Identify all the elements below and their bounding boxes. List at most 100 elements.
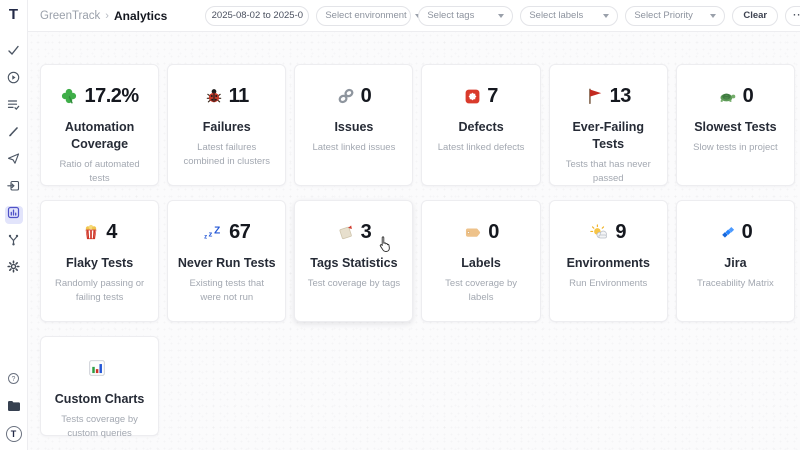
user-avatar[interactable]: T <box>5 426 22 442</box>
card-value: 9 <box>615 220 627 243</box>
card-title: Labels <box>461 256 501 270</box>
card-subtitle: Tests coverage by custom queries <box>61 413 138 439</box>
priority-select[interactable]: Select Priority <box>625 5 726 26</box>
card-title: Flaky Tests <box>65 256 134 270</box>
sidebar-item-help[interactable]: ? <box>5 372 23 390</box>
pencil-icon <box>7 125 20 143</box>
sidebar-item-import[interactable] <box>5 179 23 197</box>
card-title: Slowest Tests <box>694 120 777 134</box>
clover-icon <box>60 87 78 105</box>
card-subtitle: Latest linked defects <box>437 141 525 153</box>
folder-icon <box>7 399 21 417</box>
card-automation-coverage[interactable]: 17.2% Automation Coverage Ratio of autom… <box>40 64 160 186</box>
date-range-picker[interactable]: 2025-08-02 to 2025-0 <box>205 5 310 26</box>
sidebar-item-projects[interactable] <box>5 399 23 417</box>
ladybug-icon <box>205 87 223 105</box>
card-title: Tags Statistics <box>310 256 398 270</box>
paper-plane-icon <box>7 152 20 170</box>
card-subtitle: Ratio of automated tests <box>59 158 140 184</box>
card-subtitle: Existing tests that were not run <box>189 277 264 303</box>
card-title: Environments <box>566 256 650 270</box>
sidebar-item-runs[interactable] <box>5 71 23 89</box>
card-defects[interactable]: 7 Defects Latest linked defects <box>421 64 541 186</box>
app-logo[interactable]: T <box>8 6 19 23</box>
tags-select[interactable]: Select tags <box>418 5 514 26</box>
clear-filters-button[interactable]: Clear <box>732 5 779 26</box>
card-value: 0 <box>742 84 754 107</box>
card-subtitle: Tests that has never passed <box>565 158 651 184</box>
bar-chart-icon <box>88 359 106 377</box>
card-title: Automation Coverage <box>64 120 135 151</box>
card-subtitle: Randomly passing or failing tests <box>54 277 145 303</box>
card-value: 3 <box>360 220 372 243</box>
card-title: Ever-Failing Tests <box>572 120 645 151</box>
analytics-widgets-area: 17.2% Automation Coverage Ratio of autom… <box>28 32 800 450</box>
sidebar-item-publish[interactable] <box>5 152 23 170</box>
card-custom-charts[interactable]: Custom Charts Tests coverage by custom q… <box>40 336 160 439</box>
svg-text:z: z <box>204 234 207 241</box>
card-title: Jira <box>724 256 747 270</box>
svg-text:z: z <box>209 229 213 238</box>
card-title: Issues <box>334 120 374 134</box>
card-value: 67 <box>229 220 251 243</box>
sun-cloud-icon <box>590 223 609 241</box>
labels-select[interactable]: Select labels <box>520 5 619 26</box>
list-check-icon <box>7 98 20 116</box>
card-subtitle: Test coverage by tags <box>307 277 401 289</box>
card-labels[interactable]: 0 Labels Test coverage by labels <box>421 200 541 322</box>
card-title: Defects <box>458 120 504 134</box>
card-failures[interactable]: 11 Failures Latest failures combined in … <box>167 64 287 186</box>
sidebar-item-settings[interactable] <box>5 260 23 278</box>
jira-icon <box>719 224 736 241</box>
popcorn-icon <box>82 223 100 241</box>
card-subtitle: Run Environments <box>569 277 648 289</box>
svg-text:Z: Z <box>214 226 220 237</box>
card-value: 0 <box>488 220 499 243</box>
check-icon <box>7 44 20 62</box>
sidebar-item-edit[interactable] <box>5 125 23 143</box>
widgets-grid: 17.2% Automation Coverage Ratio of autom… <box>40 64 795 439</box>
card-subtitle: Latest failures combined in clusters <box>183 141 271 167</box>
card-value: 13 <box>609 84 632 107</box>
card-jira[interactable]: 0 Jira Traceability Matrix <box>675 200 795 322</box>
topbar: GreenTrack › Analytics 2025-08-02 to 202… <box>28 0 800 32</box>
label-icon <box>463 225 482 240</box>
card-ever-failing-tests[interactable]: 13 Ever-Failing Tests Tests that has nev… <box>548 64 668 186</box>
card-subtitle: Test coverage by labels <box>445 277 517 303</box>
svg-text:?: ? <box>12 376 16 383</box>
card-value: 4 <box>106 220 117 243</box>
sidebar-item-checks[interactable] <box>5 44 23 62</box>
card-flaky-tests[interactable]: 4 Flaky Tests Randomly passing or failin… <box>40 200 160 322</box>
help-circle-icon: ? <box>7 372 20 390</box>
bookmark-icon <box>337 223 355 241</box>
environment-select[interactable]: Select environment <box>316 5 412 26</box>
card-title: Failures <box>202 120 251 134</box>
card-value: 17.2% <box>84 84 139 107</box>
turtle-icon <box>718 88 737 104</box>
card-subtitle: Latest linked issues <box>312 141 396 153</box>
card-title: Custom Charts <box>54 392 145 406</box>
sidebar: T ? <box>0 0 28 450</box>
analytics-chart-icon <box>7 206 20 224</box>
card-value: 7 <box>487 84 498 107</box>
more-options-button[interactable]: ··· <box>785 5 800 26</box>
card-issues[interactable]: 0 Issues Latest linked issues <box>294 64 414 186</box>
card-slowest-tests[interactable]: 0 Slowest Tests Slow tests in project <box>675 64 795 186</box>
defect-icon <box>464 88 481 105</box>
sidebar-item-analytics[interactable] <box>4 206 23 224</box>
card-subtitle: Traceability Matrix <box>697 277 774 289</box>
sidebar-item-branches[interactable] <box>5 233 23 251</box>
breadcrumb-page-title: Analytics <box>113 8 168 23</box>
breadcrumb: GreenTrack › Analytics <box>40 9 167 23</box>
branch-icon <box>7 233 20 251</box>
card-tags-statistics[interactable]: 3 Tags Statistics Test coverage by tags <box>294 200 414 322</box>
card-environments[interactable]: 9 Environments Run Environments <box>548 200 668 322</box>
gear-icon <box>7 260 20 278</box>
play-circle-icon <box>7 71 20 89</box>
sidebar-item-test-list[interactable] <box>5 98 23 116</box>
card-value: 0 <box>360 84 372 107</box>
import-box-icon <box>7 179 20 197</box>
breadcrumb-project[interactable]: GreenTrack <box>40 9 101 22</box>
